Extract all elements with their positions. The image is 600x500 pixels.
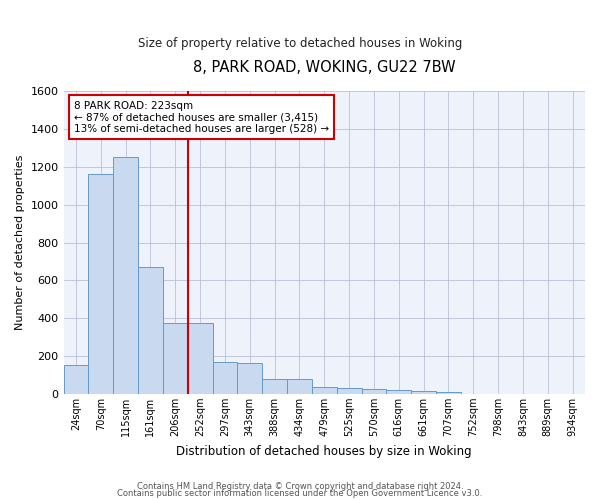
- Bar: [238, 362, 262, 394]
- Text: Contains public sector information licensed under the Open Government Licence v3: Contains public sector information licen…: [118, 490, 482, 498]
- Bar: [386, 390, 411, 394]
- Bar: [113, 156, 138, 394]
- Title: 8, PARK ROAD, WOKING, GU22 7BW: 8, PARK ROAD, WOKING, GU22 7BW: [193, 60, 455, 75]
- Bar: [411, 391, 436, 394]
- Bar: [163, 323, 188, 394]
- Bar: [64, 364, 88, 394]
- Text: 8 PARK ROAD: 223sqm
← 87% of detached houses are smaller (3,415)
13% of semi-det: 8 PARK ROAD: 223sqm ← 87% of detached ho…: [74, 100, 329, 134]
- Text: Size of property relative to detached houses in Woking: Size of property relative to detached ho…: [138, 38, 462, 51]
- Bar: [88, 174, 113, 394]
- Bar: [287, 379, 312, 394]
- Text: Contains HM Land Registry data © Crown copyright and database right 2024.: Contains HM Land Registry data © Crown c…: [137, 482, 463, 491]
- Bar: [188, 323, 212, 394]
- Bar: [337, 388, 362, 394]
- Bar: [262, 379, 287, 394]
- Bar: [436, 392, 461, 394]
- X-axis label: Distribution of detached houses by size in Woking: Distribution of detached houses by size …: [176, 444, 472, 458]
- Bar: [312, 388, 337, 394]
- Bar: [212, 362, 238, 394]
- Bar: [138, 267, 163, 394]
- Y-axis label: Number of detached properties: Number of detached properties: [15, 155, 25, 330]
- Bar: [362, 389, 386, 394]
